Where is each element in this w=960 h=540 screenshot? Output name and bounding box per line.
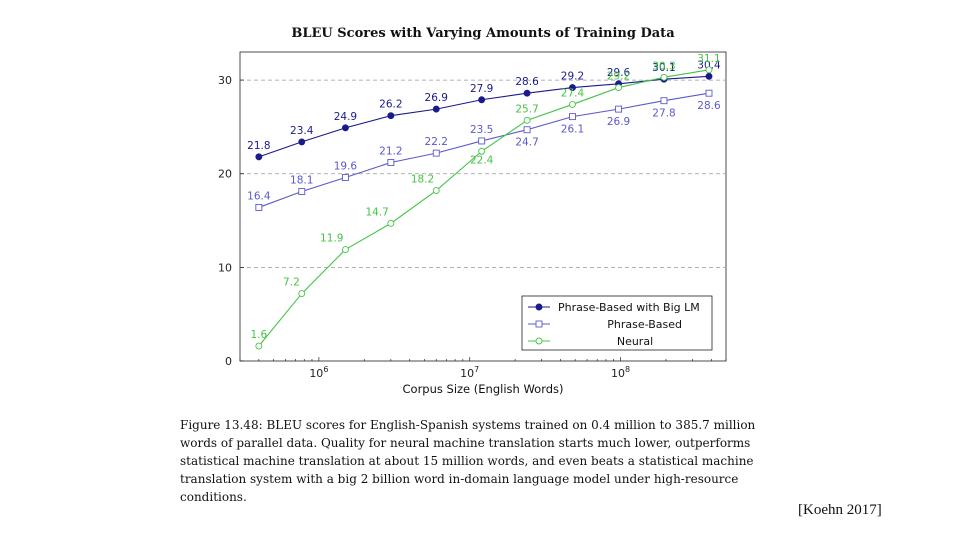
data-point bbox=[341, 246, 349, 254]
data-label: 26.9 bbox=[425, 92, 448, 104]
citation: [Koehn 2017] bbox=[798, 502, 882, 518]
data-point bbox=[341, 174, 349, 181]
data-point bbox=[255, 342, 263, 350]
data-label: 26.2 bbox=[379, 99, 402, 111]
data-label: 30.1 bbox=[652, 62, 675, 74]
y-tick-label: 30 bbox=[218, 74, 232, 87]
data-label: 25.7 bbox=[515, 103, 538, 115]
data-point bbox=[255, 153, 263, 161]
data-point bbox=[387, 112, 395, 120]
legend-marker bbox=[535, 320, 543, 328]
data-point bbox=[298, 290, 306, 298]
data-point bbox=[387, 159, 395, 166]
data-label: 16.4 bbox=[247, 190, 271, 202]
data-point bbox=[255, 203, 263, 211]
data-label: 29.2 bbox=[607, 71, 630, 83]
x-tick-label: 107 bbox=[460, 365, 479, 380]
x-axis-label: Corpus Size (English Words) bbox=[403, 382, 564, 396]
data-point bbox=[478, 96, 486, 104]
plot-frame bbox=[239, 51, 727, 362]
data-point bbox=[569, 84, 576, 92]
legend-label: Phrase-Based with Big LM bbox=[558, 301, 700, 314]
legend-label: Neural bbox=[617, 335, 653, 348]
x-tick-label: 108 bbox=[611, 365, 630, 380]
data-label: 30.4 bbox=[697, 59, 721, 71]
data-point bbox=[298, 188, 306, 195]
data-point bbox=[705, 66, 713, 74]
data-point bbox=[432, 149, 440, 157]
data-label: 30.3 bbox=[652, 60, 675, 72]
data-label: 11.9 bbox=[320, 233, 343, 245]
data-label: 19.6 bbox=[334, 160, 358, 172]
legend-box bbox=[521, 295, 713, 351]
data-label: 23.5 bbox=[470, 124, 493, 136]
legend-marker bbox=[535, 337, 543, 345]
data-point bbox=[478, 147, 486, 155]
data-label: 27.9 bbox=[470, 83, 493, 95]
data-label: 14.7 bbox=[365, 206, 388, 218]
data-point bbox=[660, 97, 668, 105]
chart-title: BLEU Scores with Varying Amounts of Trai… bbox=[291, 26, 675, 41]
data-point bbox=[298, 138, 306, 146]
data-point bbox=[569, 113, 576, 121]
data-label: 7.2 bbox=[283, 277, 300, 289]
x-tick-label: 106 bbox=[309, 365, 328, 380]
data-point bbox=[615, 105, 623, 113]
data-label: 27.8 bbox=[652, 108, 675, 120]
data-label: 1.6 bbox=[250, 329, 267, 341]
data-label: 23.4 bbox=[290, 125, 314, 137]
data-label: 26.9 bbox=[607, 116, 630, 128]
data-point bbox=[341, 124, 349, 132]
data-label: 21.2 bbox=[379, 145, 402, 157]
data-point bbox=[705, 89, 713, 97]
y-tick-label: 0 bbox=[225, 355, 232, 368]
data-label: 31.1 bbox=[697, 53, 720, 65]
data-label: 29.6 bbox=[607, 67, 631, 79]
data-point bbox=[523, 126, 531, 134]
data-label: 28.6 bbox=[697, 100, 721, 112]
data-point bbox=[705, 72, 713, 80]
data-label: 21.8 bbox=[247, 140, 270, 152]
y-tick-label: 20 bbox=[218, 168, 232, 181]
data-point bbox=[432, 187, 440, 195]
data-label: 22.4 bbox=[470, 154, 494, 166]
data-label: 24.7 bbox=[515, 137, 538, 149]
legend-marker bbox=[535, 303, 543, 311]
figure-caption: Figure 13.48: BLEU scores for English-Sp… bbox=[180, 418, 756, 504]
data-label: 26.1 bbox=[561, 124, 584, 136]
data-label: 22.2 bbox=[425, 136, 448, 148]
data-point bbox=[432, 105, 440, 113]
data-point bbox=[523, 116, 531, 124]
data-point bbox=[569, 100, 576, 108]
data-label: 18.1 bbox=[290, 175, 313, 187]
data-point bbox=[523, 89, 531, 97]
data-label: 28.6 bbox=[515, 76, 539, 88]
legend-label: Phrase-Based bbox=[607, 318, 682, 331]
data-label: 18.2 bbox=[411, 174, 434, 186]
data-label: 29.2 bbox=[561, 71, 584, 83]
data-point bbox=[387, 219, 395, 227]
data-point bbox=[615, 84, 623, 92]
data-point bbox=[660, 73, 668, 81]
y-tick-label: 10 bbox=[218, 261, 232, 274]
data-label: 24.9 bbox=[334, 111, 357, 123]
data-label: 27.4 bbox=[561, 87, 585, 99]
data-point bbox=[478, 137, 486, 145]
